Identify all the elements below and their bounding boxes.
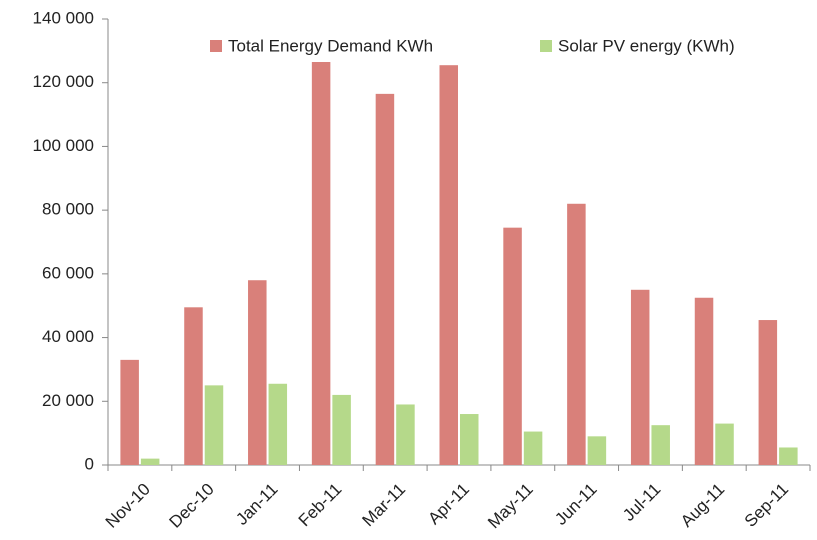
bar [694, 297, 714, 465]
y-tick-label: 140 000 [33, 8, 94, 27]
bar [204, 385, 224, 465]
bar [120, 359, 139, 465]
legend-swatch [540, 40, 552, 52]
bar [268, 383, 288, 465]
y-tick-label: 60 000 [42, 263, 94, 282]
bar [587, 436, 607, 465]
x-tick-label: Jan-11 [232, 480, 281, 529]
legend-swatch [210, 40, 222, 52]
bar [460, 414, 479, 465]
bar [375, 93, 395, 465]
x-tick-label: Feb-11 [295, 480, 346, 531]
x-tick-label: Jul-11 [619, 480, 664, 525]
bar [140, 458, 160, 465]
y-tick-label: 40 000 [42, 327, 94, 346]
bar [396, 404, 415, 465]
y-tick-label: 20 000 [42, 391, 94, 410]
bar [248, 280, 267, 465]
legend-label: Total Energy Demand KWh [228, 36, 433, 55]
bar [311, 62, 331, 465]
x-tick-label: Dec-10 [166, 480, 218, 532]
x-tick-label: Jun-11 [551, 480, 600, 529]
x-tick-label: Nov-10 [102, 480, 154, 532]
bar [779, 447, 798, 465]
bar [715, 423, 734, 465]
y-tick-label: 80 000 [42, 200, 94, 219]
bar [567, 203, 586, 465]
y-tick-label: 0 [85, 454, 94, 473]
bar [758, 320, 778, 465]
y-tick-label: 100 000 [33, 136, 94, 155]
bar [503, 227, 522, 465]
bar [630, 289, 650, 465]
x-tick-label: Aug-11 [677, 480, 728, 531]
bar [651, 425, 670, 465]
x-tick-label: Mar-11 [359, 480, 410, 531]
x-tick-label: Apr-11 [424, 480, 473, 529]
bar [184, 307, 203, 465]
bar [523, 431, 543, 465]
y-tick-label: 120 000 [33, 72, 94, 91]
x-tick-label: May-11 [484, 480, 537, 533]
bar [439, 65, 458, 465]
x-tick-label: Sep-11 [741, 480, 792, 531]
legend-label: Solar PV energy (KWh) [558, 36, 735, 55]
bar [332, 394, 351, 465]
